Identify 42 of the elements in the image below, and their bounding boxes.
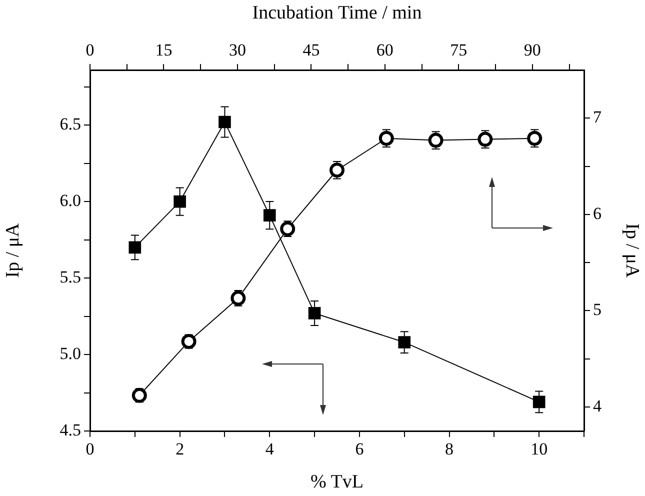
point — [230, 290, 246, 306]
point — [527, 130, 542, 146]
y2-tick-label: 4 — [593, 396, 602, 416]
y2-tick-label: 6 — [593, 204, 602, 223]
point — [280, 221, 296, 236]
x2-axis-title: Incubation Time / min — [252, 2, 422, 24]
x-tick-label: 4 — [265, 440, 274, 459]
point — [308, 307, 321, 320]
point — [263, 209, 276, 222]
y-tick-label: 6.0 — [60, 191, 81, 210]
point — [378, 130, 394, 146]
point — [398, 336, 411, 348]
x-tick-label: 10 — [530, 440, 548, 459]
point — [478, 132, 493, 147]
x2-tick-label: 75 — [450, 40, 468, 60]
x2-tick-label: 60 — [376, 40, 394, 60]
y-tick-label: 6.5 — [60, 114, 81, 134]
x-tick-label: 2 — [176, 440, 184, 459]
point — [218, 116, 231, 128]
point — [428, 132, 444, 148]
x2-tick-label: 0 — [86, 40, 94, 60]
point — [174, 195, 186, 208]
y-tick-label: 5.0 — [60, 344, 81, 363]
y2-tick-label: 7 — [593, 108, 602, 127]
y2-tick-label: 5 — [593, 300, 602, 320]
x2-tick-label: 15 — [155, 40, 172, 60]
x-tick-label: 6 — [355, 440, 364, 459]
y-tick-label: 5.5 — [60, 268, 81, 287]
y-axis-title: Ip / μA — [2, 222, 24, 278]
x2-tick-label: 30 — [228, 40, 246, 60]
y2-axis-title: Ip / μA — [622, 223, 643, 278]
x-axis-title: % TvL — [310, 472, 364, 493]
point — [128, 241, 142, 254]
point — [330, 162, 344, 178]
x-tick-label: 0 — [86, 440, 94, 459]
x-tick-label: 8 — [445, 440, 454, 459]
text: 4.5 — [60, 420, 81, 440]
x2-tick-label: 45 — [302, 40, 320, 60]
point — [181, 334, 196, 349]
point — [132, 388, 147, 403]
x2-tick-label: 90 — [524, 40, 541, 60]
point — [532, 396, 546, 408]
